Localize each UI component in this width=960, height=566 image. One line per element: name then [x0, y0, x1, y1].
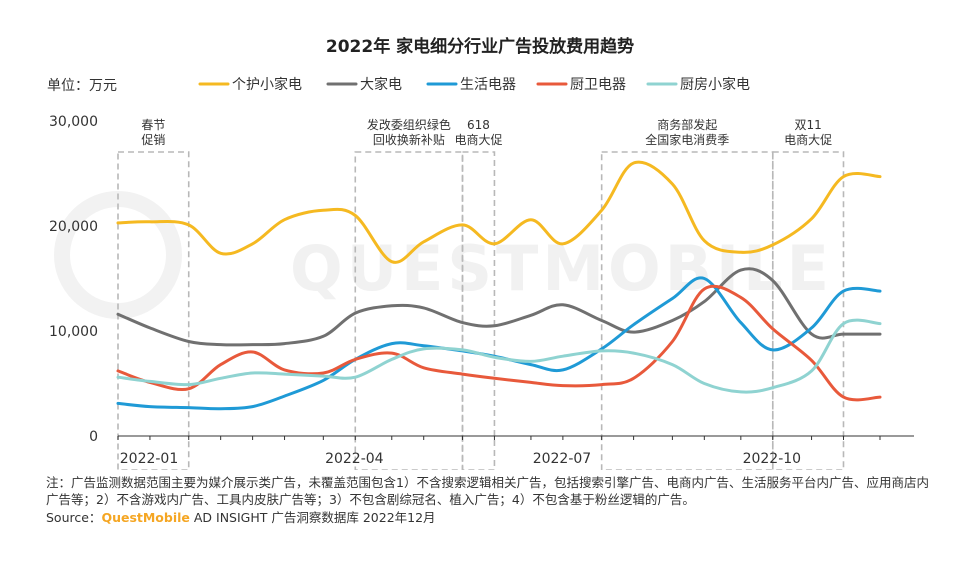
chart: QUESTMOBILE 2022年 家电细分行业广告投放费用趋势 单位：万元 个…	[47, 36, 914, 470]
x-tick-label: 2022-10	[743, 451, 802, 467]
legend: 个护小家电 大家电 生活电器 厨卫电器 厨房小家电	[198, 76, 750, 93]
annotation-label: 商务部发起	[657, 117, 717, 132]
chart-title: 2022年 家电细分行业广告投放费用趋势	[326, 36, 634, 57]
legend-label: 生活电器	[460, 77, 516, 93]
x-tick-label: 2022-04	[325, 451, 384, 467]
annotation-box	[600, 151, 774, 470]
legend-label: 大家电	[360, 76, 402, 93]
annotation-label: 双11	[794, 118, 821, 132]
source-line: Source：QuestMobile AD INSIGHT 广告洞察数据库 20…	[46, 509, 936, 526]
annotation-label: 发改委组织绿色	[367, 117, 451, 132]
series-line	[116, 267, 882, 347]
unit-label: 单位：万元	[47, 78, 117, 94]
annotation-box	[771, 151, 845, 470]
legend-label: 个护小家电	[232, 76, 302, 93]
legend-label: 厨卫电器	[570, 77, 626, 93]
annotation-box	[354, 151, 464, 470]
y-tick-label: 30,000	[49, 114, 98, 130]
annotation-label: 电商大促	[454, 132, 502, 147]
annotation-box	[117, 151, 190, 470]
annotation-label: 电商大促	[784, 132, 832, 147]
annotation-label: 618	[467, 118, 490, 132]
watermark: QUESTMOBILE	[54, 191, 829, 319]
y-tick-label: 0	[89, 429, 98, 445]
series-line	[116, 160, 882, 264]
legend-label: 厨房小家电	[680, 76, 750, 93]
axes: 0 10,000 20,000 30,000 2022-01 2022-04 2022-07…	[49, 114, 914, 467]
x-tick-label: 2022-01	[120, 451, 179, 467]
series-lines	[116, 160, 882, 411]
source-suffix: AD INSIGHT 广告洞察数据库 2022年12月	[189, 510, 436, 525]
source-prefix: Source：	[46, 510, 102, 525]
annotation-label: 全国家电消费季	[645, 132, 729, 147]
notes-text: 注：广告监测数据范围主要为媒介展示类广告，未覆盖范围包含1）不含搜索逻辑相关广告…	[46, 475, 929, 507]
annotations: 春节促销发改委组织绿色回收换新补贴618电商大促商务部发起全国家电消费季双11电…	[117, 117, 845, 470]
annotation-box	[461, 151, 496, 470]
series-line	[116, 284, 882, 402]
source-brand: QuestMobile	[101, 510, 190, 525]
x-tick-label: 2022-07	[533, 451, 592, 467]
y-tick-label: 20,000	[49, 219, 98, 235]
annotation-label: 春节	[141, 118, 165, 132]
notes: 注：广告监测数据范围主要为媒介展示类广告，未覆盖范围包含1）不含搜索逻辑相关广告…	[46, 474, 936, 526]
annotation-label: 回收换新补贴	[373, 132, 445, 147]
annotation-label: 促销	[141, 133, 165, 147]
series-line	[116, 318, 882, 394]
y-tick-label: 10,000	[49, 324, 98, 340]
